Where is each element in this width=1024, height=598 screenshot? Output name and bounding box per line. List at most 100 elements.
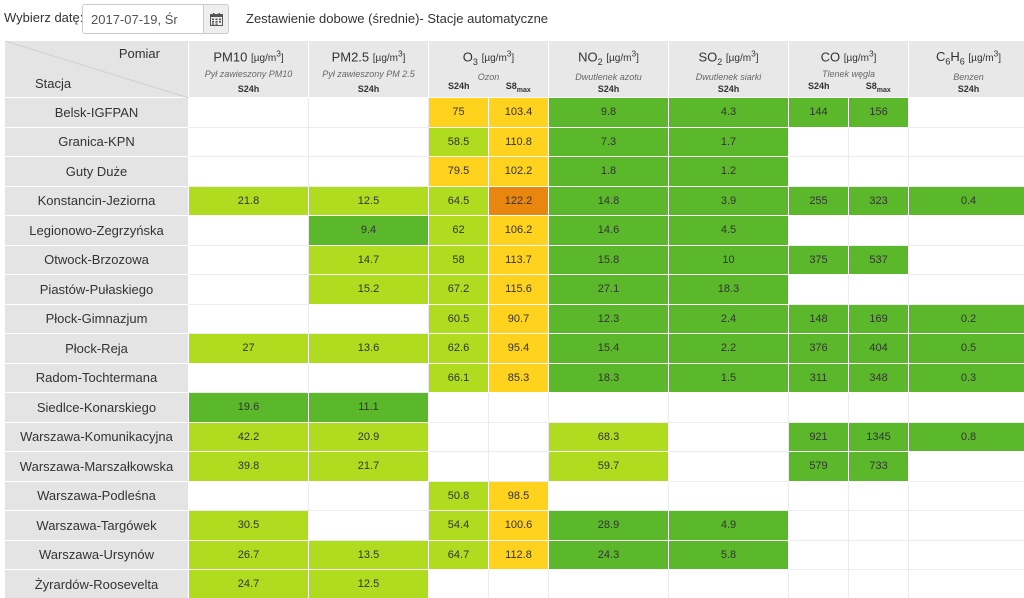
cell-co-s8max (847, 510, 910, 541)
table-row: Legionowo-Zegrzyńska 9.4 62 106.2 14.6 4.5 (4, 215, 1024, 246)
cell-so2: 2.2 (668, 333, 789, 364)
cell-o3-s24h: 67.2 (428, 274, 489, 305)
cell-so2: 5.8 (668, 539, 789, 570)
station-name[interactable]: Warszawa-Targówek (4, 510, 189, 541)
cell-co-s8max (847, 215, 910, 246)
report-title: Zestawienie dobowe (średnie)- Stacje aut… (246, 11, 549, 26)
cell-o3-s24h (428, 421, 489, 452)
cell-pm10 (188, 215, 309, 246)
date-input[interactable] (82, 4, 204, 34)
cell-pm25 (308, 480, 429, 511)
cell-no2: 14.6 (548, 215, 669, 246)
calendar-icon (209, 12, 223, 26)
cell-c6h6: 0.8 (908, 421, 1024, 452)
cell-c6h6 (908, 392, 1024, 423)
pollutant-description: Pył zawieszony PM 2.5 (322, 69, 415, 80)
cell-co-s24h (788, 480, 849, 511)
table-row: Otwock-Brzozowa 14.7 58 113.7 15.8 10 375 537 (4, 244, 1024, 275)
station-name[interactable]: Warszawa-Komunikacyjna (4, 421, 189, 452)
station-name[interactable]: Granica-KPN (4, 126, 189, 157)
pollutant-name: PM2.5 (331, 49, 370, 65)
cell-o3-s8max: 110.8 (488, 126, 549, 157)
table-row: Granica-KPN 58.5 110.8 7.3 1.7 (4, 126, 1024, 157)
header-pm25: PM2.5 [µg/m3] Pył zawieszony PM 2.5 S24h (308, 40, 429, 98)
cell-no2 (548, 392, 669, 423)
cell-o3-s8max: 106.2 (488, 215, 549, 246)
cell-pm25: 20.9 (308, 421, 429, 452)
cell-no2: 15.8 (548, 244, 669, 275)
table-row: Belsk-IGFPAN 75 103.4 9.8 4.3 144 156 (4, 97, 1024, 128)
header-no2: NO2 [µg/m3] Dwutlenek azotu S24h (548, 40, 669, 98)
cell-no2: 28.9 (548, 510, 669, 541)
header-so2: SO2 [µg/m3] Dwutlenek siarki S24h (668, 40, 789, 98)
cell-pm10: 30.5 (188, 510, 309, 541)
station-name[interactable]: Legionowo-Zegrzyńska (4, 215, 189, 246)
station-name[interactable]: Radom-Tochtermana (4, 362, 189, 393)
sub-label-s24h: S24h (447, 81, 470, 92)
station-name[interactable]: Żyrardów-Roosevelta (4, 569, 189, 598)
header-co: CO [µg/m3] Tlenek węgla S24h S8max (787, 40, 910, 98)
station-name[interactable]: Płock-Reja (4, 333, 189, 364)
sub-label-s8max: S8max (865, 81, 891, 94)
cell-co-s24h: 255 (788, 185, 849, 216)
cell-so2: 4.5 (668, 215, 789, 246)
table-row: Płock-Gimnazjum 60.5 90.7 12.3 2.4 148 169 0.2 (4, 303, 1024, 334)
cell-pm10: 19.6 (188, 392, 309, 423)
table-row: Warszawa-Komunikacyjna 42.2 20.9 68.3 921 134… (4, 421, 1024, 452)
cell-co-s8max (847, 156, 910, 187)
cell-so2: 1.5 (668, 362, 789, 393)
cell-pm25 (308, 362, 429, 393)
header-c6h6: C6H6 [µg/m3] Benzen S24h (908, 40, 1024, 98)
station-name[interactable]: Konstancin-Jeziorna (4, 185, 189, 216)
station-name[interactable]: Guty Duże (4, 156, 189, 187)
cell-c6h6 (908, 480, 1024, 511)
cell-so2: 3.9 (668, 185, 789, 216)
pollutant-name: C6H6 (935, 49, 965, 67)
cell-pm10 (188, 244, 309, 275)
cell-co-s24h (788, 274, 849, 305)
station-name[interactable]: Siedlce-Konarskiego (4, 392, 189, 423)
cell-o3-s8max (488, 392, 549, 423)
cell-no2 (548, 480, 669, 511)
station-name[interactable]: Warszawa-Ursynów (4, 539, 189, 570)
cell-no2 (548, 569, 669, 598)
cell-o3-s24h: 58.5 (428, 126, 489, 157)
cell-so2 (668, 480, 789, 511)
station-name[interactable]: Belsk-IGFPAN (4, 97, 189, 128)
cell-co-s8max: 156 (847, 97, 910, 128)
cell-pm25 (308, 510, 429, 541)
cell-o3-s8max (488, 451, 549, 482)
station-name[interactable]: Płock-Gimnazjum (4, 303, 189, 334)
pollutant-description: Pył zawieszony PM10 (204, 69, 293, 80)
cell-so2: 1.2 (668, 156, 789, 187)
cell-pm10 (188, 480, 309, 511)
station-name[interactable]: Warszawa-Podleśna (4, 480, 189, 511)
table-row: Warszawa-Ursynów 26.7 13.5 64.7 112.8 24.3 5.8 (4, 539, 1024, 570)
cell-so2: 4.9 (668, 510, 789, 541)
calendar-button[interactable] (203, 4, 229, 34)
cell-o3-s8max: 115.6 (488, 274, 549, 305)
station-name[interactable]: Warszawa-Marszałkowska (4, 451, 189, 482)
cell-co-s8max: 323 (847, 185, 910, 216)
cell-no2: 15.4 (548, 333, 669, 364)
pollutant-description: Dwutlenek azotu (575, 71, 642, 82)
sub-label-s24h: S24h (237, 84, 260, 94)
table-body: Belsk-IGFPAN 75 103.4 9.8 4.3 144 156 Granica-K… (4, 97, 1024, 598)
cell-so2 (668, 451, 789, 482)
cell-no2: 14.8 (548, 185, 669, 216)
header-o3: O3 [µg/m3] Ozon S24h S8max (428, 40, 549, 98)
cell-o3-s24h: 75 (428, 97, 489, 128)
pollutant-description: Tlenek węgla (821, 69, 876, 80)
cell-no2: 68.3 (548, 421, 669, 452)
cell-c6h6: 0.2 (908, 303, 1024, 334)
cell-no2: 59.7 (548, 451, 669, 482)
pomiar-label: Pomiar (118, 46, 160, 61)
station-name[interactable]: Otwock-Brzozowa (4, 244, 189, 275)
station-name[interactable]: Piastów-Pułaskiego (4, 274, 189, 305)
cell-c6h6 (908, 539, 1024, 570)
cell-c6h6: 0.5 (908, 333, 1024, 364)
pollutant-name: PM10 (213, 49, 248, 65)
cell-c6h6: 0.3 (908, 362, 1024, 393)
header-pm10: PM10 [µg/m3] Pył zawieszony PM10 S24h (188, 40, 309, 98)
cell-c6h6 (908, 215, 1024, 246)
